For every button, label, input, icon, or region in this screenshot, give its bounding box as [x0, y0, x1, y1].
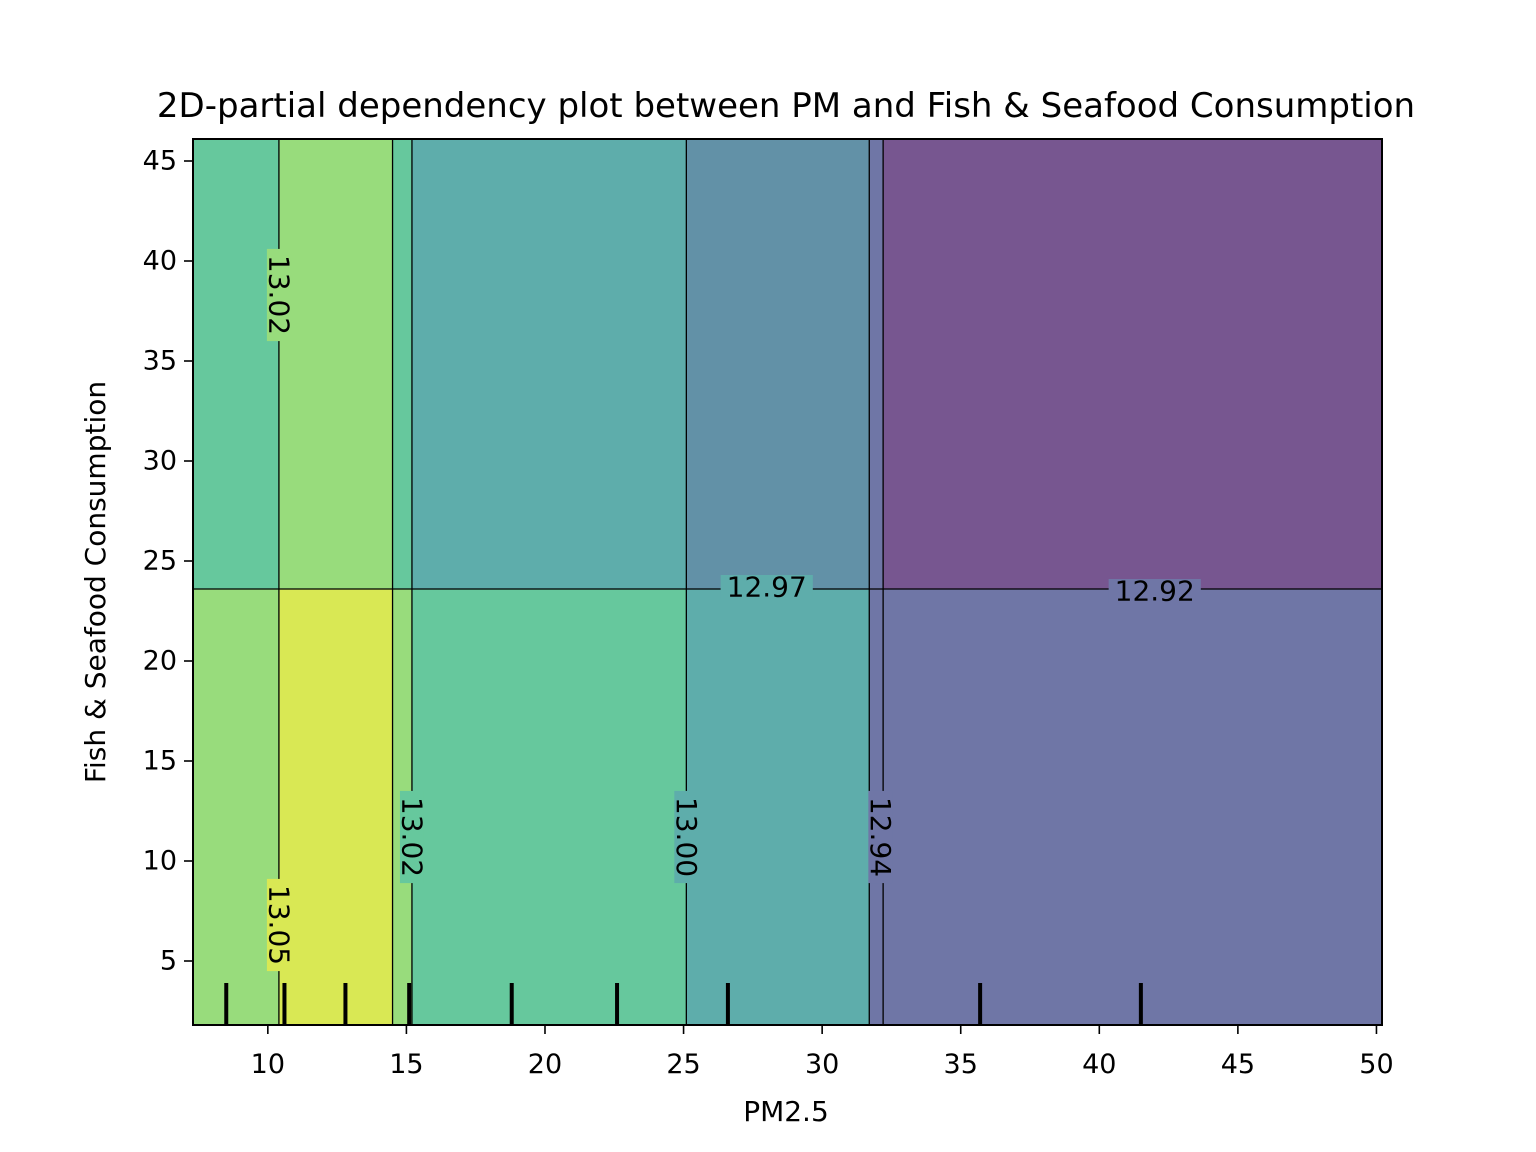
- contour-label-2: 13.02: [395, 797, 428, 877]
- contour-label-group-4: 12.94: [864, 790, 897, 884]
- contour-region-3: [411, 139, 687, 589]
- x-tick-label-0: 10: [251, 1049, 285, 1080]
- x-tick-label-8: 50: [1359, 1049, 1393, 1080]
- contour-label-6: 12.92: [1115, 575, 1195, 608]
- plot-frame: [192, 138, 1383, 1026]
- contour-region-6: [883, 139, 1382, 589]
- y-tick-label-8: 45: [143, 146, 177, 177]
- contour-label-0: 13.02: [262, 255, 295, 335]
- contour-label-5: 12.97: [727, 571, 807, 604]
- y-tick-label-5: 30: [143, 446, 177, 477]
- y-tick-label-2: 15: [143, 746, 177, 777]
- contour-label-bg-4: [868, 790, 893, 884]
- rug-marks: [224, 983, 1143, 1025]
- contour-label-3: 13.00: [670, 797, 703, 877]
- y-tick-label-6: 35: [143, 346, 177, 377]
- contour-region-8: [278, 589, 393, 1025]
- contour-regions: [193, 139, 1382, 1025]
- contour-region-13: [883, 589, 1382, 1025]
- y-tick-label-7: 40: [143, 246, 177, 277]
- contour-label-group-3: 13.00: [670, 790, 703, 884]
- contour-label-group-2: 13.02: [395, 790, 428, 884]
- contour-label-bg-0: [266, 248, 291, 342]
- contour-label-group-5: 12.97: [720, 571, 813, 604]
- contour-label-bg-3: [674, 790, 699, 884]
- x-tick-label-1: 15: [389, 1049, 423, 1080]
- contour-region-1: [278, 139, 393, 589]
- x-tick-label-4: 30: [805, 1049, 839, 1080]
- x-tick-label-5: 35: [944, 1049, 978, 1080]
- contour-label-group-1: 13.05: [262, 878, 295, 972]
- contour-region-4: [686, 139, 870, 589]
- y-axis-ticks: 5 10 15 20 25 30 35 40 45: [143, 146, 193, 977]
- contour-label-bg-1: [266, 878, 291, 972]
- x-tick-label-6: 40: [1082, 1049, 1116, 1080]
- y-axis-label: Fish & Seafood Consumption: [79, 381, 112, 783]
- contour-label-4: 12.94: [864, 797, 897, 877]
- chart-title: 2D-partial dependency plot between PM an…: [157, 86, 1415, 126]
- y-tick-label-4: 25: [143, 546, 177, 577]
- contour-label-bg-5: [720, 575, 813, 599]
- x-tick-label-3: 25: [666, 1049, 700, 1080]
- x-tick-label-2: 20: [528, 1049, 562, 1080]
- x-tick-label-7: 45: [1221, 1049, 1255, 1080]
- contour-label-group-0: 13.02: [262, 248, 295, 342]
- contour-label-bg-2: [399, 790, 424, 884]
- contour-label-bg-6: [1108, 579, 1201, 603]
- y-tick-label-1: 10: [143, 846, 177, 877]
- x-axis-ticks: 10 15 20 25 30 35 40 45 50: [251, 1025, 1394, 1080]
- contour-region-11: [686, 589, 870, 1025]
- contour-region-5: [869, 139, 884, 589]
- contour-region-7: [193, 589, 279, 1025]
- x-axis-label: PM2.5: [743, 1095, 829, 1128]
- y-tick-label-0: 5: [160, 946, 177, 977]
- contour-label-1: 13.05: [262, 885, 295, 965]
- contour-region-2: [392, 139, 412, 589]
- y-tick-label-3: 20: [143, 646, 177, 677]
- contour-label-group-6: 12.92: [1108, 575, 1201, 608]
- contour-region-10: [411, 589, 687, 1025]
- contour-labels: 13.02 13.05 13.02 13.00 12.94 12.97 12.92: [262, 248, 1201, 972]
- contour-region-0: [193, 139, 279, 589]
